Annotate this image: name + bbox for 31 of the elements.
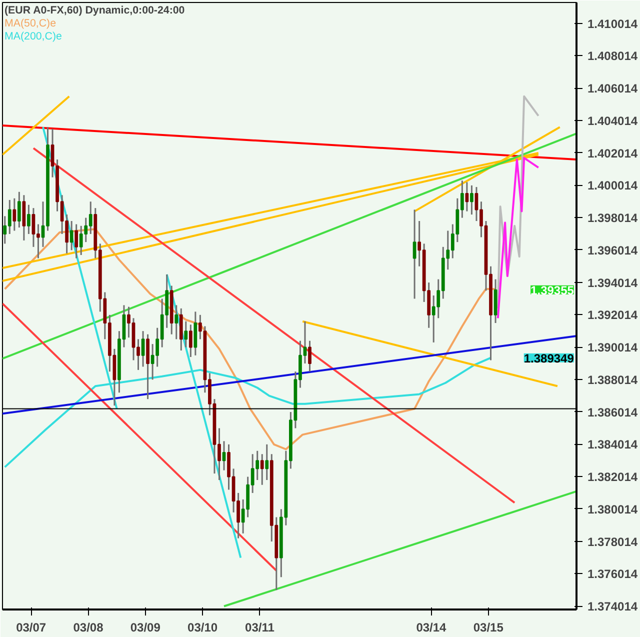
x-tick-label: 03/09 (130, 620, 161, 634)
y-tick-label: 1.400014 (588, 178, 638, 193)
y-tick-label: 1.394014 (588, 276, 638, 290)
x-tick-label: 03/14 (416, 620, 447, 634)
y-tick-label: 1.410014 (588, 16, 638, 31)
y-tick-label: 1.378014 (588, 534, 638, 549)
annotation: 1.39355 (530, 283, 574, 298)
y-tick-label: 1.404014 (588, 114, 638, 128)
text: MA(50,C)e (4, 18, 56, 30)
y-tick-label: 1.406014 (588, 82, 638, 96)
y-tick-label: 1.380014 (588, 502, 638, 516)
x-tick-label: 03/10 (188, 620, 218, 634)
annotation: 1.389349 (524, 351, 574, 366)
x-tick-label: 03/11 (245, 620, 275, 634)
x-tick-label: 03/07 (16, 620, 46, 634)
y-tick-label: 1.396014 (588, 243, 638, 258)
x-tick-label: 03/15 (473, 620, 504, 634)
y-tick-label: 1.392014 (588, 308, 638, 322)
y-tick-label: 1.374014 (588, 600, 638, 614)
y-tick-label: 1.382014 (588, 470, 638, 484)
y-tick-label: 1.390014 (588, 340, 638, 355)
x-tick-label: 03/08 (73, 620, 104, 634)
y-tick-label: 1.376014 (588, 567, 638, 582)
y-tick-label: 1.408014 (588, 49, 638, 64)
text: MA(200,C)e (4, 30, 62, 42)
y-tick-label: 1.388014 (588, 372, 638, 387)
y-tick-label: 1.402014 (588, 146, 638, 160)
y-tick-label: 1.384014 (588, 438, 638, 452)
chart-title: (EUR A0-FX,60) Dynamic,0:00-24:00 (4, 4, 185, 16)
y-tick-label: 1.398014 (588, 211, 638, 226)
y-tick-label: 1.386014 (588, 405, 638, 420)
